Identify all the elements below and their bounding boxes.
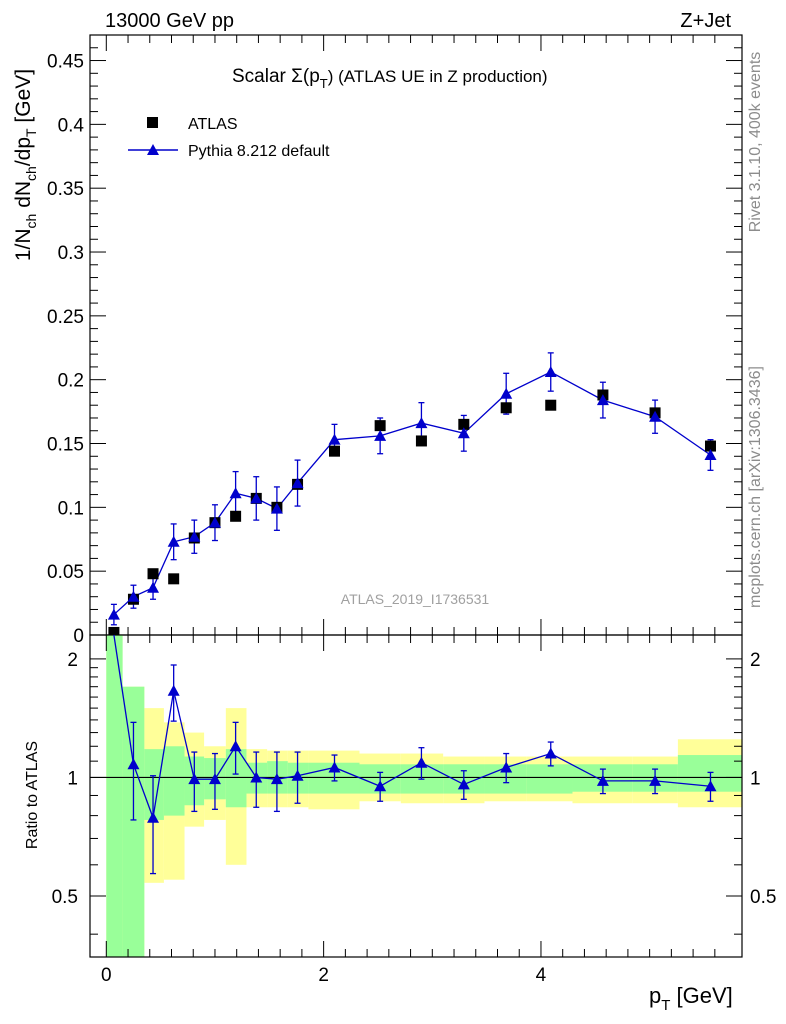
y-tick-label: 0.1 [58,498,84,519]
ratio-point [457,778,470,790]
pythia-point [596,394,609,406]
y-tick-label: 0.4 [58,115,85,136]
atlas-point [230,510,242,522]
pythia-point [147,581,160,593]
ratio-data-layer [90,634,742,875]
ratio-y-tick-label-right: 0.5 [750,887,776,908]
ratio-point [147,811,160,823]
pythia-point [704,449,717,460]
pythia-point [250,492,263,504]
green-band-bin [163,746,185,816]
y-tick-label: 0.45 [47,52,84,73]
pythia-point [374,429,387,441]
rivet-info: Rivet 3.1.10, 400k events [747,52,764,233]
ratio-point [328,761,341,773]
y-axis-label: 1/Nch dNch/dpT [GeV] [12,69,39,261]
ratio-y-tick-label-right: 1 [750,768,761,789]
x-axis-label: pT [GeV] [649,983,733,1014]
atlas-point [500,402,512,414]
green-band-bin [144,749,164,820]
green-band-bin [526,764,573,794]
legend-pythia-label: Pythia 8.212 default [188,143,330,160]
green-band-bin [122,686,145,957]
pythia-point [127,590,140,602]
ratio-point [167,684,180,696]
ratio-point [544,747,557,759]
legend: ATLAS Pythia 8.212 default [128,116,330,160]
y-tick-label: 0.15 [47,435,84,456]
ratio-point [291,769,304,781]
atlas-point [458,418,470,430]
pythia-point [415,417,428,429]
ratio-point [270,773,283,785]
x-tick-label: 4 [536,965,547,986]
green-band-bin [225,749,247,808]
atlas-point [329,445,340,457]
pythia-point [649,410,662,422]
atlas-point [108,626,120,638]
ratio-point [704,780,717,792]
chart-title: Scalar Σ(pT) (ATLAS UE in Z production) [232,66,548,91]
legend-atlas-label: ATLAS [188,116,238,133]
pythia-point [208,516,221,528]
y-tick-label: 0.05 [47,562,84,583]
ratio-y-tick-label: 2 [67,650,78,671]
ratio-point [500,761,513,773]
pythia-line [113,371,711,616]
pythia-point [229,487,242,499]
main-axis-ticks: 0 0.05 0.1 0.15 0.2 0.25 0.3 0.35 0.4 0.45 [47,35,742,647]
header-energy: 13000 GeV pp [105,10,234,32]
y-tick-label: 0 [73,626,84,647]
legend-pythia-marker [147,144,159,155]
header-process: Z+Jet [680,10,731,32]
pythia-point [544,366,557,378]
ratio-point [415,756,428,768]
ratio-point [250,771,263,783]
ratio-point [188,773,201,785]
atlas-point [147,568,159,580]
ratio-point [596,774,609,786]
atlas-point [704,440,716,452]
pythia-point [188,530,201,542]
pythia-point [457,427,470,439]
ratio-uncertainty-bands [106,635,742,957]
pythia-point [328,433,341,445]
pythia-point [500,387,513,399]
atlas-point [545,399,557,411]
mcplots-source: mcplots.cern.ch [arXiv:1306.3436] [747,366,764,608]
y-tick-label: 0.2 [58,371,84,392]
ratio-panel [89,634,743,958]
ratio-panel-frame [89,634,743,958]
ratio-y-tick-label: 0.5 [52,887,78,908]
ratio-y-axis-label: Ratio to ATLAS [24,741,41,849]
y-tick-label: 0.35 [47,179,84,200]
ratio-axis-ticks: 0 2 4 0.5 0.5 1 1 2 2 [52,635,776,986]
y-tick-label: 0.3 [58,243,84,264]
analysis-id: ATLAS_2019_I1736531 [341,591,490,607]
ratio-y-tick-label-right: 2 [750,650,761,671]
green-band-bin [106,635,123,957]
ratio-point [229,740,242,752]
pythia-point [167,535,180,547]
ratio-y-tick-label: 1 [67,768,78,789]
y-tick-label: 0.25 [47,307,84,328]
legend-atlas-marker [147,117,158,128]
pythia-point [270,502,283,514]
atlas-point [374,420,386,432]
ratio-point [127,758,140,770]
x-tick-label: 2 [318,965,329,986]
pythia-point [291,477,304,489]
ratio-point [374,780,387,792]
ratio-point [649,774,662,786]
main-data-layer [107,352,717,638]
pythia-point [107,608,120,620]
x-tick-label: 0 [101,965,112,986]
ratio-point [208,773,221,785]
atlas-point [415,435,427,447]
atlas-point [168,573,180,585]
